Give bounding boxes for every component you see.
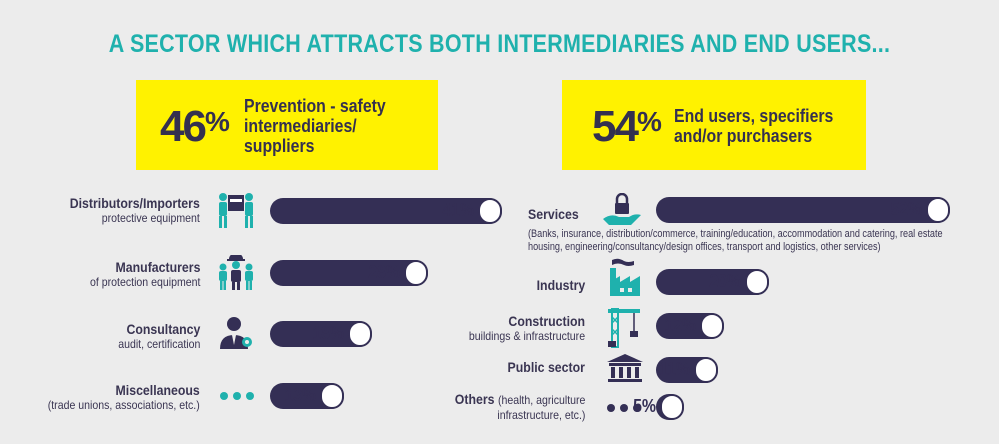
right-bar-0: 52% — [656, 197, 950, 223]
right-bar-cap-1 — [745, 269, 769, 295]
right-bar-cap-2 — [700, 313, 724, 339]
right-bar-4: 5% — [633, 394, 684, 420]
right-bar-cap-3 — [694, 357, 718, 383]
consultant-icon — [220, 317, 252, 349]
padlock-hand-icon — [603, 193, 641, 225]
crane-icon — [608, 308, 640, 348]
right-bar-label-1: 20% — [709, 271, 741, 291]
left-summary-percent: 46% — [160, 102, 230, 151]
dots-icon — [607, 404, 641, 412]
right-bar-3: 11% — [656, 357, 718, 383]
left-bar-label-3: 13% — [284, 385, 316, 405]
right-label-public-sector: Public sector — [507, 359, 585, 375]
right-label-others: Others (health, agriculture infrastructur… — [454, 391, 585, 423]
box-carriers-icon — [219, 193, 253, 228]
right-summary-box: 54% End users, specifiers and/or purchase… — [562, 80, 866, 170]
left-label-distributors: Distributors/Importers protective equipme… — [69, 195, 200, 226]
left-bar-3: 13% — [270, 383, 344, 409]
left-bar-cap-3 — [320, 383, 344, 409]
right-bar-label-3: 11% — [659, 359, 690, 379]
right-bar-label-0: 52% — [890, 199, 922, 219]
left-bar-cap-2 — [348, 321, 372, 347]
left-bar-2: 18% — [270, 321, 372, 347]
right-bar-label-2: 12% — [664, 315, 696, 335]
right-label-services: Services — [528, 206, 579, 222]
left-bar-label-0: 41% — [442, 200, 474, 220]
right-bar-1: 20% — [656, 269, 769, 295]
factory-icon — [610, 258, 640, 296]
left-bar-cap-0 — [478, 198, 502, 224]
left-bar-label-2: 18% — [312, 323, 344, 343]
left-label-manufacturers: Manufacturers of protection equipment — [89, 259, 200, 290]
right-summary-percent: 54% — [592, 102, 662, 151]
right-sublabel-services: (Banks, insurance, distribution/commerce… — [528, 228, 943, 253]
right-bar-2: 12% — [656, 313, 724, 339]
left-bar-label-1: 28% — [368, 262, 400, 282]
left-label-miscellaneous: Miscellaneous (trade unions, associations… — [47, 382, 200, 413]
right-label-construction: Construction buildings & infrastructure — [468, 313, 585, 344]
bank-building-icon — [607, 354, 643, 382]
dots-icon — [220, 392, 254, 400]
right-summary-description: End users, specifiers and/or purchasers — [674, 106, 834, 146]
page-title: A SECTOR WHICH ATTRACTS BOTH INTERMEDIAR… — [108, 30, 891, 58]
left-bar-1: 28% — [270, 260, 428, 286]
left-bar-cap-1 — [404, 260, 428, 286]
left-label-consultancy: Consultancy audit, certification — [117, 321, 200, 352]
right-label-industry: Industry — [536, 277, 585, 293]
right-bar-cap-4 — [660, 394, 684, 420]
left-summary-description: Prevention - safety intermediaries/suppli… — [244, 96, 386, 156]
right-bar-cap-0 — [926, 197, 950, 223]
left-bar-0: 41% — [270, 198, 502, 224]
right-bar-label-4: 5% — [633, 396, 656, 416]
workers-icon — [219, 255, 253, 290]
left-summary-box: 46% Prevention - safety intermediaries/su… — [136, 80, 438, 170]
